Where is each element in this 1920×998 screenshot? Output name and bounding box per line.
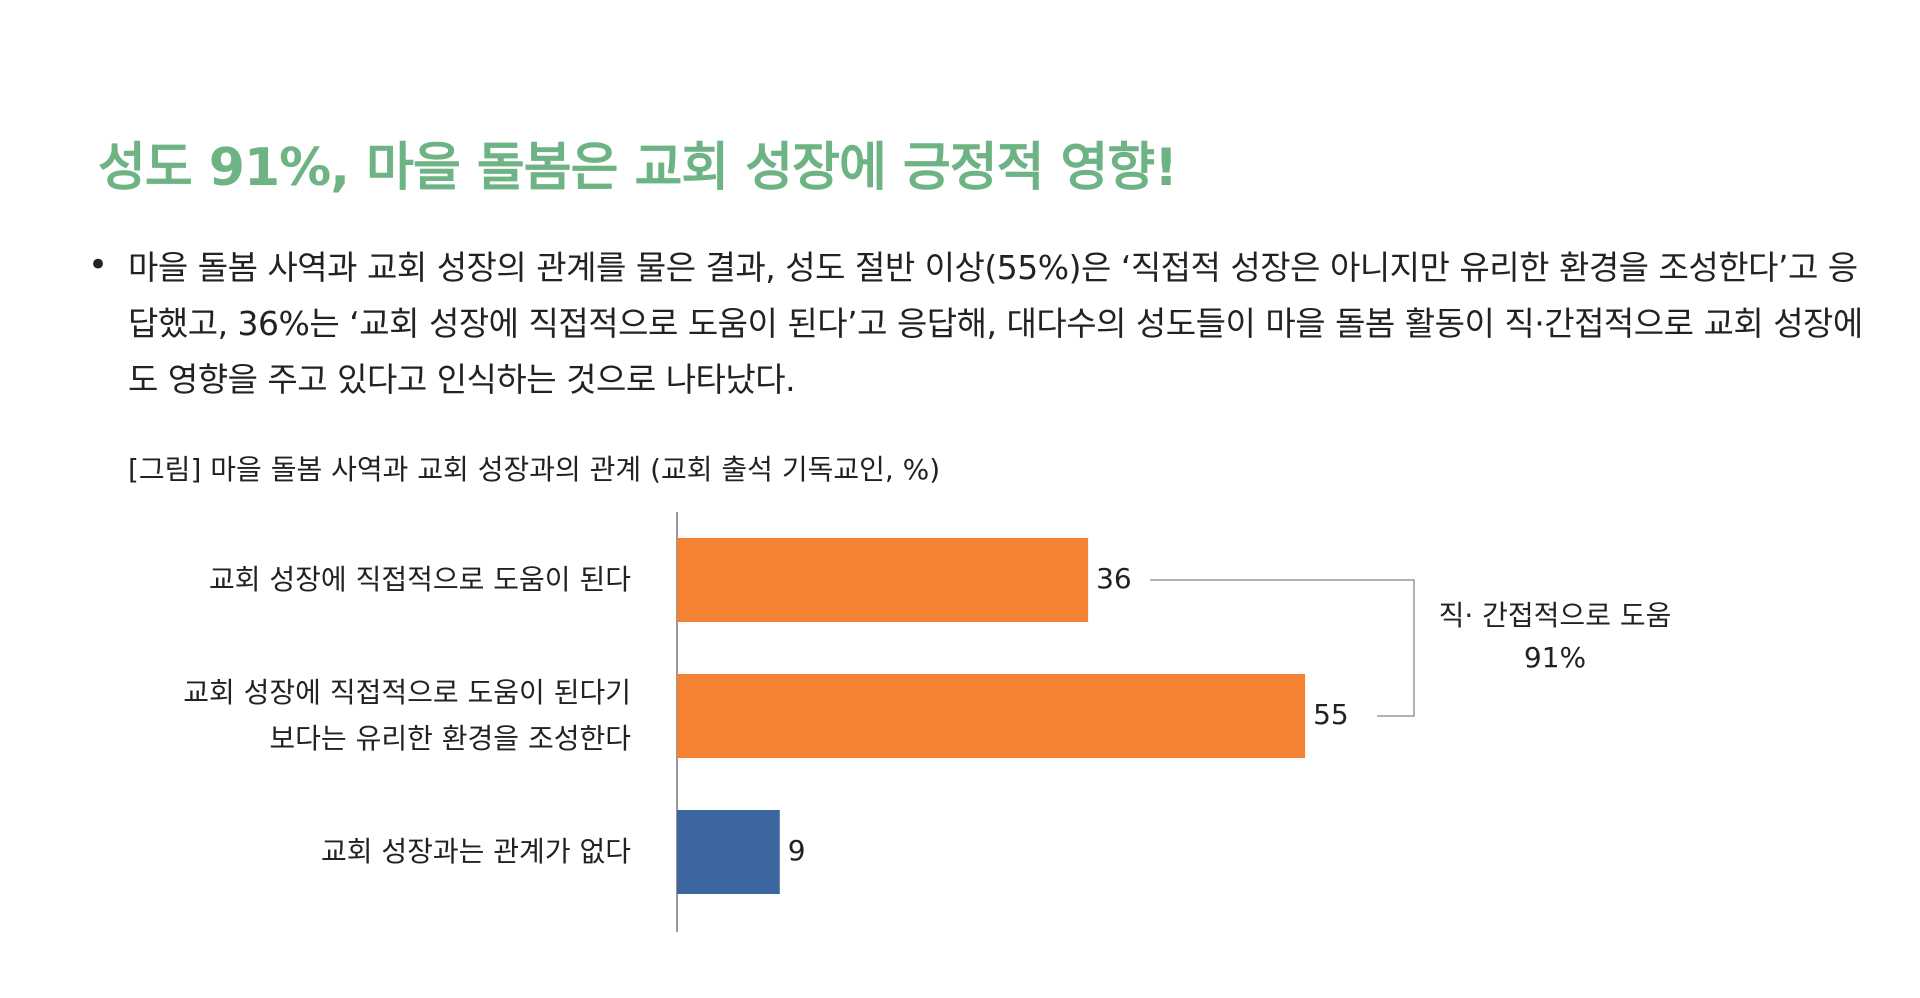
bar: [677, 538, 1089, 622]
category-label: 교회 성장에 직접적으로 도움이 된다: [208, 563, 631, 596]
bar: [677, 810, 780, 894]
bar: [677, 674, 1306, 758]
value-label: 36: [1096, 562, 1132, 595]
category-label: 교회 성장에 직접적으로 도움이 된다기 보다는 유리한 환경을 조성한다: [183, 676, 631, 755]
bullet-marker: •: [88, 245, 109, 285]
category-label: 교회 성장과는 관계가 없다: [320, 835, 631, 868]
annotation-line: 직· 간접적으로 도움: [1438, 599, 1672, 632]
title: 성도 91%, 마을 돌봄은 교회 성장에 긍정적 영향!: [98, 138, 1178, 198]
chart-title: [그림] 마을 돌봄 사역과 교회 성장과의 관계 (교회 출석 기독교인, %…: [128, 453, 941, 486]
annotation: 직· 간접적으로 도움 91%: [1405, 595, 1705, 679]
bracket: [1150, 579, 1415, 717]
annotation-line: 91%: [1523, 641, 1587, 674]
bullet-text: 마을 돌봄 사역과 교회 성장의 관계를 물은 결과, 성도 절반 이상(55%…: [128, 248, 1863, 399]
value-label: 55: [1313, 698, 1349, 731]
value-label: 9: [788, 834, 806, 867]
